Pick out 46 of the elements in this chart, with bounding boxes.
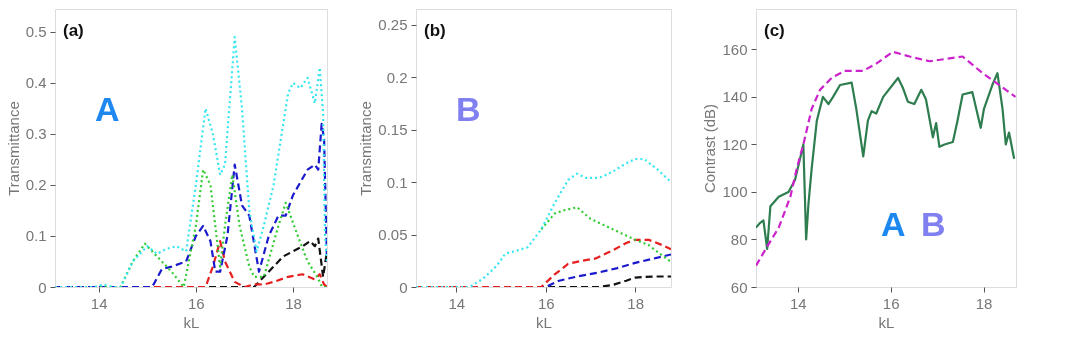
y-axis-title: Transmittance [357, 101, 375, 196]
x-tick-label: 14 [448, 294, 466, 312]
x-tick-label: 18 [627, 294, 645, 312]
annotation: B [456, 90, 481, 128]
y-tick-label: 0.25 [378, 16, 408, 34]
y-tick-label: 80 [730, 230, 748, 248]
x-axis-title: kL [536, 313, 552, 331]
line-series [540, 206, 671, 263]
x-tick-label: 14 [789, 294, 807, 312]
annotation: (c) [764, 21, 785, 40]
annotation: B [921, 205, 946, 243]
y-tick-label: 0.4 [25, 74, 47, 92]
y-axis-title: Transmittance [4, 101, 22, 196]
y-tick-label: 140 [722, 88, 748, 106]
y-tick-label: 0 [399, 278, 408, 296]
y-tick-label: 0 [38, 278, 47, 296]
annotation: (b) [424, 21, 446, 40]
line-series [416, 238, 671, 287]
y-tick-label: 120 [722, 135, 748, 153]
line-series [55, 122, 327, 287]
y-tick-label: 0.5 [25, 23, 47, 41]
line-series [756, 72, 1016, 251]
x-tick-label: 16 [188, 294, 205, 312]
x-tick-label: 18 [975, 294, 993, 312]
y-axis-title: Contrast (dB) [701, 103, 719, 194]
y-tick-label: 100 [722, 183, 748, 201]
x-tick-label: 16 [882, 294, 900, 312]
line-series [756, 50, 1016, 267]
annotation: A [881, 205, 906, 243]
y-tick-label: 160 [722, 40, 748, 58]
y-tick-label: 0.2 [386, 68, 408, 86]
x-axis-title: kL [183, 313, 200, 331]
y-tick-label: 60 [730, 278, 748, 296]
y-tick-label: 0.3 [25, 125, 47, 143]
y-tick-label: 0.05 [378, 226, 408, 244]
x-tick-label: 16 [537, 294, 555, 312]
y-tick-label: 0.1 [386, 173, 408, 191]
x-tick-label: 14 [90, 294, 108, 312]
x-axis-title: kL [878, 313, 895, 331]
y-tick-label: 0.2 [25, 176, 47, 194]
line-series [416, 157, 671, 287]
annotation: A [95, 90, 120, 128]
y-tick-label: 0.15 [378, 121, 408, 139]
annotation: (a) [63, 21, 84, 40]
y-tick-label: 0.1 [25, 227, 47, 245]
x-tick-label: 18 [285, 294, 302, 312]
